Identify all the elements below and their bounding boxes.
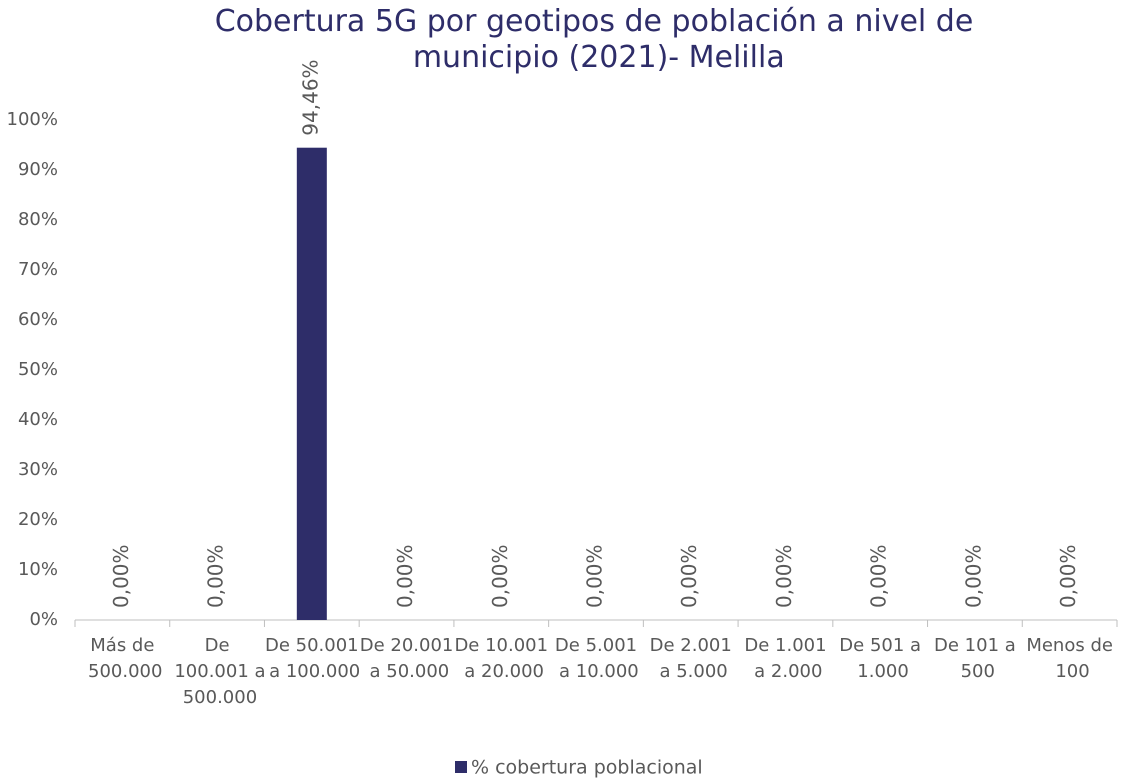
data-label: 0,00% xyxy=(677,544,701,608)
chart-title: Cobertura 5G por geotipos de población a… xyxy=(215,4,974,75)
y-tick-label: 40% xyxy=(18,409,58,430)
data-label: 0,00% xyxy=(109,544,133,608)
data-label: 0,00% xyxy=(393,544,417,608)
legend-swatch xyxy=(455,761,467,773)
data-label: 94,46% xyxy=(298,59,322,135)
data-label: 0,00% xyxy=(1056,544,1080,608)
y-tick-label: 80% xyxy=(18,209,58,230)
y-tick-label: 30% xyxy=(18,459,58,480)
y-tick-label: 60% xyxy=(18,309,58,330)
x-tick-label: Más de 500.000 xyxy=(82,635,162,682)
x-tick-label: De 50.001 a 100.000 xyxy=(263,635,360,682)
data-label: 0,00% xyxy=(204,544,228,608)
x-tick-label: De 20.001 a 50.000 xyxy=(360,635,454,682)
bar xyxy=(296,147,327,620)
data-label: 0,00% xyxy=(488,544,512,608)
data-label: 0,00% xyxy=(583,544,607,608)
x-tick-label: De 100.001 a 500.000 xyxy=(169,635,266,708)
x-tick-label: De 101 a 500 xyxy=(934,635,1016,682)
x-tick-label: De 2.001 a 5.000 xyxy=(650,635,732,682)
y-tick-label: 0% xyxy=(29,609,58,630)
y-tick-label: 100% xyxy=(7,109,58,130)
data-label: 0,00% xyxy=(772,544,796,608)
x-tick-label: De 501 a 1.000 xyxy=(839,635,921,682)
y-tick-label: 50% xyxy=(18,359,58,380)
x-tick-label: Menos de 100 xyxy=(1026,635,1113,682)
y-tick-label: 10% xyxy=(18,559,58,580)
x-tick-label: De 5.001 a 10.000 xyxy=(553,635,638,682)
x-tick-label: De 1.001 a 2.000 xyxy=(744,635,826,682)
data-label: 0,00% xyxy=(867,544,891,608)
y-tick-label: 70% xyxy=(18,259,58,280)
x-tick-label: De 10.001 a 20.000 xyxy=(454,635,548,682)
y-tick-label: 20% xyxy=(18,509,58,530)
y-tick-label: 90% xyxy=(18,159,58,180)
data-label: 0,00% xyxy=(961,544,985,608)
legend-label: % cobertura poblacional xyxy=(471,757,703,778)
